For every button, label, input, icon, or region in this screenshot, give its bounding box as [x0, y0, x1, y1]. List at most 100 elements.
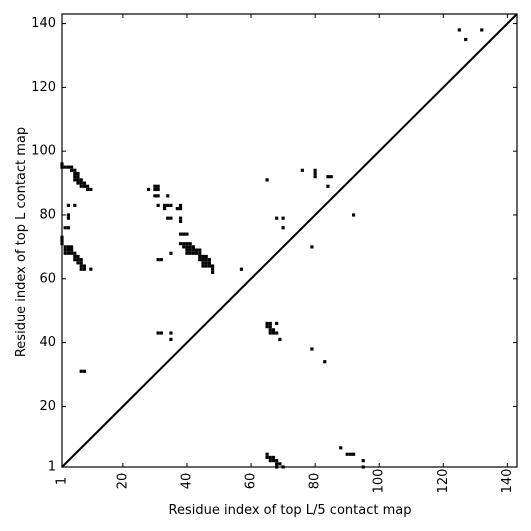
- contact-point: [201, 261, 205, 265]
- contact-point: [185, 245, 189, 249]
- diagonal-line: [61, 13, 518, 468]
- contact-point: [204, 254, 208, 259]
- contact-point: [178, 232, 183, 236]
- contact-point: [79, 369, 83, 373]
- contact-point: [169, 203, 173, 207]
- contact-point: [73, 254, 77, 259]
- contact-point: [268, 328, 272, 332]
- contact-point: [188, 242, 192, 246]
- contact-point: [82, 264, 87, 268]
- contact-point: [271, 328, 276, 332]
- contact-point: [271, 459, 276, 463]
- contact-point: [310, 347, 314, 351]
- contact-point: [159, 331, 163, 335]
- x-tick-label: 60: [244, 473, 259, 490]
- contact-point: [76, 171, 80, 176]
- contact-point: [211, 270, 215, 274]
- contact-point: [348, 452, 352, 456]
- contact-point: [66, 203, 70, 207]
- contact-point: [268, 331, 272, 335]
- contact-point: [198, 254, 202, 259]
- contact-point: [169, 251, 173, 255]
- contact-point: [156, 258, 160, 262]
- contact-point: [79, 258, 83, 262]
- y-tick-label: 40: [39, 335, 56, 350]
- contact-point: [310, 245, 314, 249]
- x-tick-label: 80: [308, 473, 323, 490]
- contact-point: [178, 203, 183, 207]
- y-tick-label: 60: [39, 271, 56, 286]
- contact-point: [185, 248, 189, 252]
- contact-point: [188, 251, 192, 255]
- contact-point: [201, 264, 205, 268]
- contact-point: [73, 258, 77, 262]
- contact-point: [278, 337, 282, 341]
- contact-point: [79, 184, 83, 188]
- x-tick-label: 1: [55, 477, 70, 485]
- contact-point: [188, 248, 192, 252]
- contact-point: [239, 267, 244, 271]
- contact-point: [169, 337, 173, 341]
- contact-point: [153, 194, 157, 198]
- contact-point: [73, 203, 77, 207]
- contact-point: [159, 258, 163, 262]
- contact-point: [275, 459, 279, 463]
- contact-point: [175, 207, 179, 211]
- y-tick-label: 80: [39, 207, 56, 222]
- contact-point: [89, 187, 93, 192]
- contact-point: [82, 369, 87, 373]
- contact-point: [281, 216, 285, 220]
- contact-point: [211, 267, 215, 271]
- contact-point: [185, 242, 189, 246]
- contact-point: [76, 258, 80, 262]
- contact-point: [268, 325, 272, 329]
- x-tick-label: 40: [179, 473, 194, 490]
- contact-point: [326, 184, 330, 188]
- contact-point: [182, 232, 186, 236]
- contact-point: [351, 213, 356, 217]
- contact-point: [207, 264, 211, 268]
- y-axis-label: Residue index of top L contact map: [14, 127, 29, 357]
- x-tick-label: 100: [372, 469, 387, 494]
- contact-point: [194, 251, 199, 255]
- contact-point: [66, 165, 70, 169]
- contact-point: [166, 194, 170, 198]
- x-axis-label: Residue index of top L/5 contact map: [169, 503, 412, 518]
- contact-point: [480, 28, 484, 32]
- contact-point: [63, 226, 67, 230]
- contact-point: [211, 264, 215, 268]
- contact-point: [66, 213, 70, 217]
- contact-point: [63, 245, 67, 249]
- contact-point: [146, 187, 151, 192]
- contact-point: [345, 452, 349, 456]
- contact-point: [326, 175, 330, 179]
- contact-point: [265, 321, 269, 326]
- contact-point: [313, 171, 317, 176]
- contact-point: [201, 258, 205, 262]
- y-tick-label: 20: [39, 399, 56, 414]
- x-tick-label: 20: [115, 473, 130, 490]
- contact-point: [169, 331, 173, 335]
- contact-point: [79, 264, 83, 268]
- contact-point: [66, 248, 70, 252]
- contact-point: [76, 254, 80, 259]
- contact-point: [156, 194, 160, 198]
- contact-point: [70, 168, 74, 172]
- contact-point: [275, 321, 279, 326]
- contact-point: [268, 455, 272, 460]
- contact-point: [63, 251, 67, 255]
- contact-point: [79, 181, 83, 185]
- contact-point: [82, 181, 87, 185]
- contact-point: [201, 254, 205, 259]
- contact-point: [156, 203, 160, 207]
- contact-point: [178, 242, 183, 246]
- contact-point: [268, 459, 272, 463]
- contact-point: [191, 251, 195, 255]
- contact-point: [79, 178, 83, 182]
- contact-point: [70, 165, 74, 169]
- contact-point: [457, 28, 461, 32]
- contact-point: [76, 181, 80, 185]
- contact-point: [82, 184, 87, 188]
